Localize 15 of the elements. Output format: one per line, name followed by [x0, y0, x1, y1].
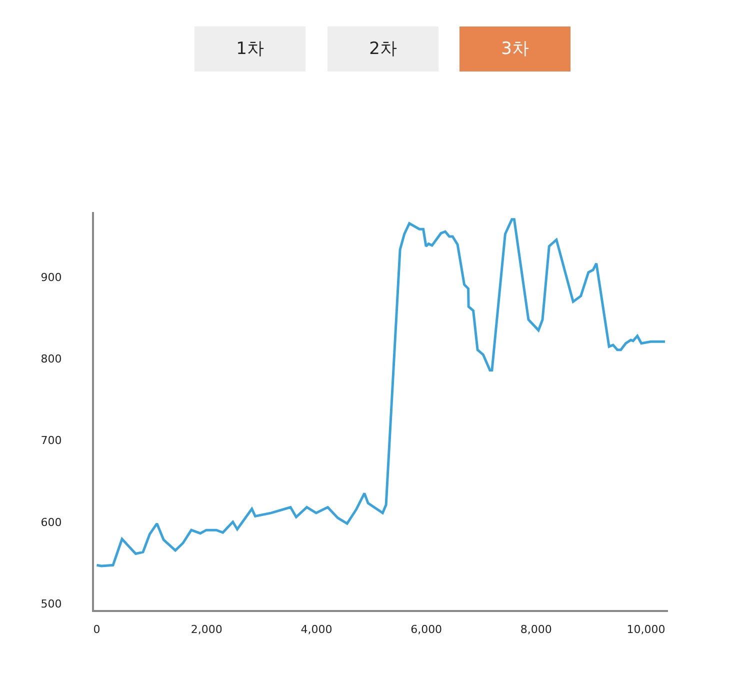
x-tick-label: 4,000 [300, 623, 332, 636]
x-tick-label: 8,000 [520, 623, 552, 636]
x-tick-label: 0 [93, 623, 100, 636]
line-series [96, 218, 666, 568]
y-tick-label: 500 [40, 597, 62, 610]
x-tick-label: 6,000 [410, 623, 442, 636]
y-tick-label: 800 [40, 352, 62, 366]
y-tick-label: 900 [40, 271, 62, 284]
text: 1차 [236, 39, 264, 59]
text: 2차 [369, 39, 397, 59]
y-tick-label: 700 [40, 434, 62, 448]
text: 3차 [501, 39, 529, 59]
x-tick-label: 10,000 [626, 623, 666, 636]
x-tick-label: 2,000 [190, 623, 222, 636]
y-tick-label: 600 [40, 516, 62, 529]
